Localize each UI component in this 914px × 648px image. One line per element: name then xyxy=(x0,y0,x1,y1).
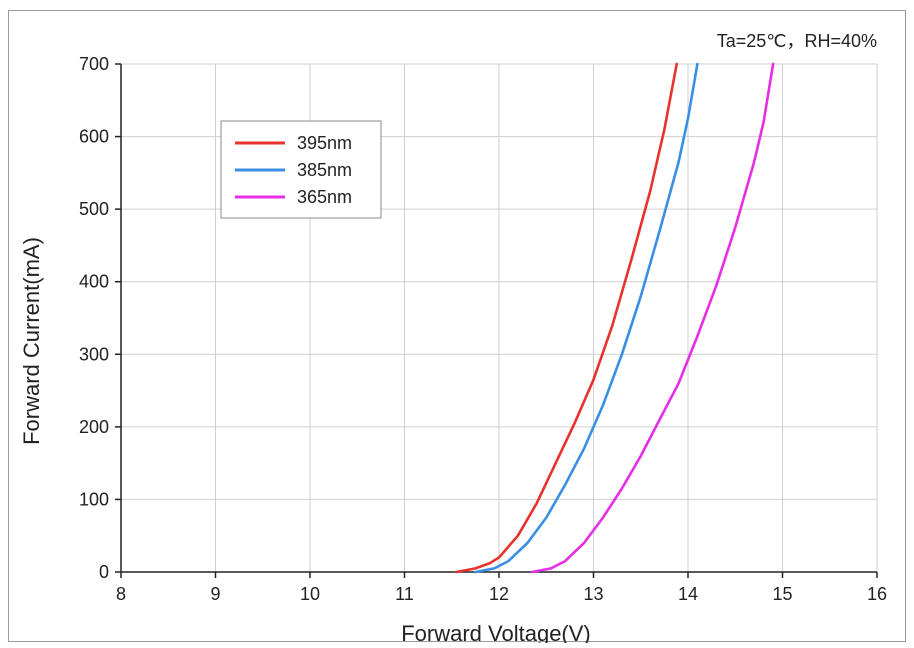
axes: 8 9 10 11 12 13 14 15 16 0 100 200 300 400 500 600 700 xyxy=(79,54,887,604)
condition-annotation: Ta=25℃，RH=40% xyxy=(717,31,877,51)
x-tick-label: 15 xyxy=(772,584,792,604)
series-line-365nm xyxy=(530,62,775,574)
series-layer xyxy=(455,62,775,574)
x-tick-label: 8 xyxy=(116,584,126,604)
x-tick-label: 11 xyxy=(395,584,414,604)
series-line-395nm xyxy=(455,62,679,574)
grid xyxy=(121,63,878,572)
legend-label: 385nm xyxy=(297,160,352,180)
series-line-385nm xyxy=(474,62,699,574)
chart-frame: 8 9 10 11 12 13 14 15 16 0 100 200 300 400 500 600 700 3… xyxy=(8,10,906,643)
chart: 8 9 10 11 12 13 14 15 16 0 100 200 300 400 500 600 700 3… xyxy=(19,31,887,643)
y-tick-label: 200 xyxy=(79,417,109,437)
x-tick-label: 10 xyxy=(300,584,320,604)
y-tick-label: 100 xyxy=(79,489,109,509)
y-tick-label: 700 xyxy=(79,54,109,74)
x-tick-label: 9 xyxy=(210,584,220,604)
y-tick-label: 500 xyxy=(79,199,109,219)
legend-label: 365nm xyxy=(297,187,352,207)
y-tick-label: 0 xyxy=(99,562,109,582)
legend-label: 395nm xyxy=(297,133,352,153)
legend: 395nm 385nm 365nm xyxy=(220,120,382,219)
y-tick-label: 300 xyxy=(79,344,109,364)
y-tick-label: 600 xyxy=(79,127,109,147)
x-tick-label: 13 xyxy=(583,584,603,604)
x-tick-label: 16 xyxy=(867,584,887,604)
x-axis-label: Forward Voltage(V) xyxy=(401,621,591,643)
x-tick-label: 14 xyxy=(678,584,698,604)
y-tick-label: 400 xyxy=(79,272,109,292)
x-tick-label: 12 xyxy=(489,584,509,604)
y-axis-label: Forward Current(mA) xyxy=(19,237,44,445)
